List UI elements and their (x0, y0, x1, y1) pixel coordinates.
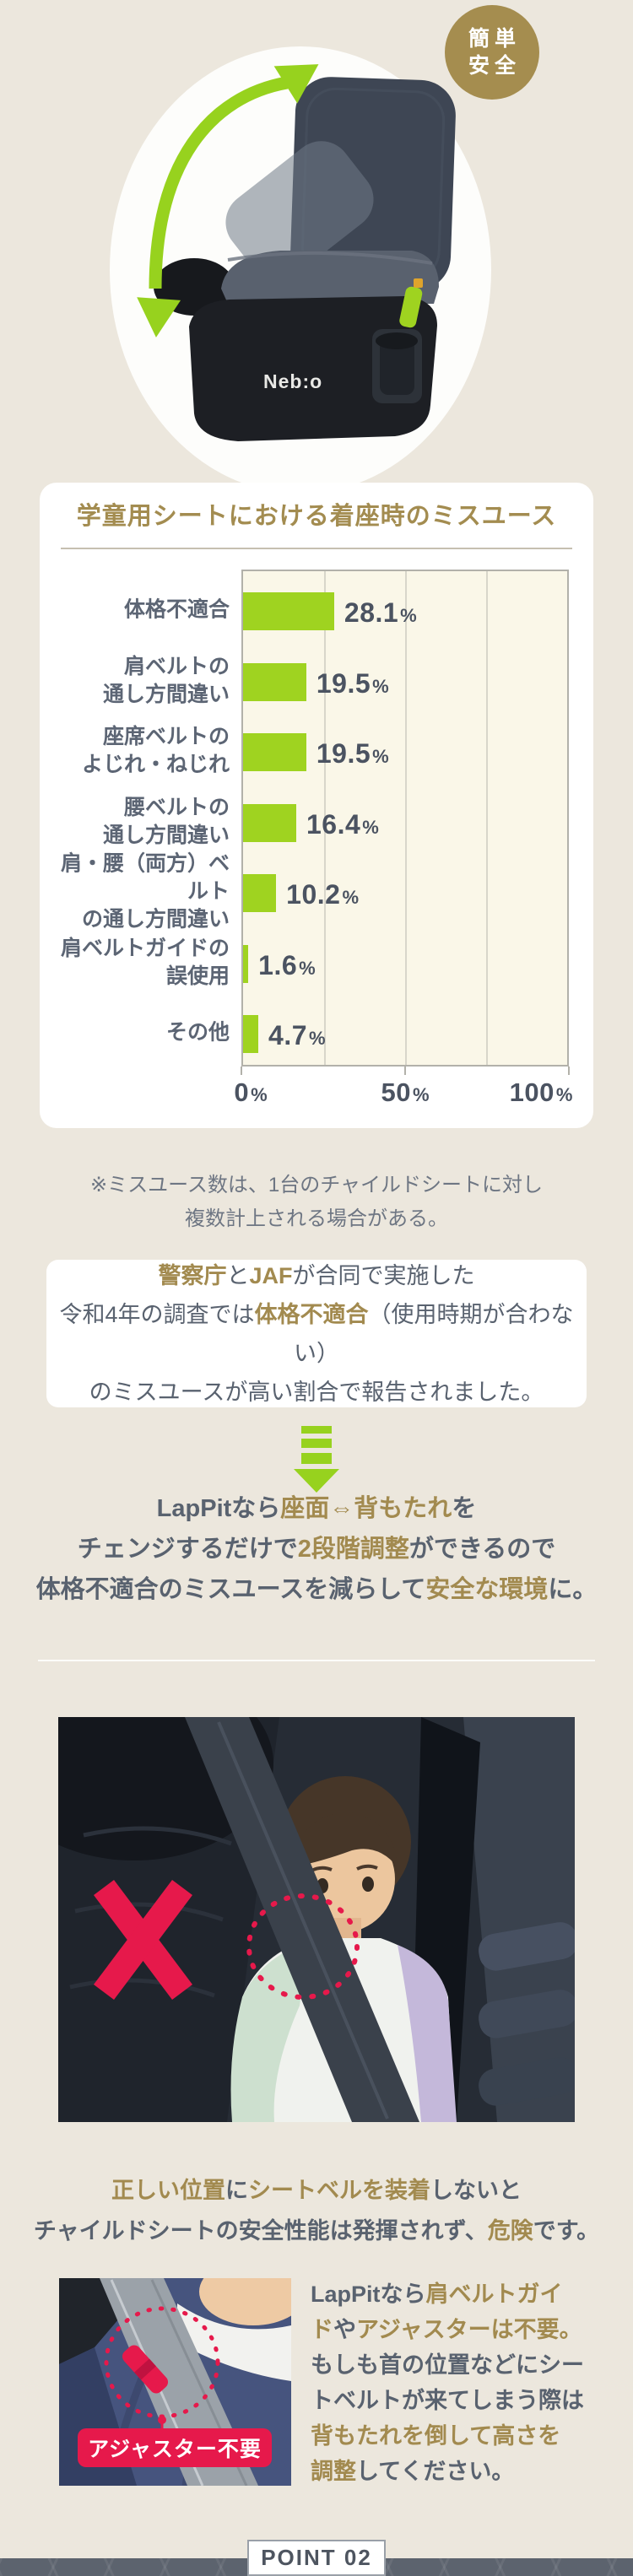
chart-tick-label: 100% (509, 1077, 573, 1107)
adjuster-free-label: アジャスター不要 (78, 2428, 272, 2467)
chart-value-label: 4.7% (268, 1020, 326, 1050)
chart-bar (243, 874, 277, 912)
cup-holder (372, 329, 422, 403)
chart-bar (243, 733, 306, 771)
chart-value-label: 28.1% (344, 597, 417, 628)
chart-value-label: 19.5% (316, 738, 389, 769)
chart-bar (243, 945, 249, 983)
rotate-arrow-icon (137, 64, 319, 338)
chart-footnote: ※ミスユース数は、1台のチャイルドシートに対し 複数計上される場合がある。 (0, 1169, 633, 1236)
chart-value-label: 1.6% (258, 950, 316, 980)
lead-copy: LapPitなら座面⇔背もたれを チェンジするだけで2段階調整ができるので 体格… (0, 1488, 633, 1610)
detail-line4: トベルトが来てしまう際は (311, 2388, 584, 2413)
detail-copy: LapPitなら肩ベルトガイ ドやアジャスターは不要。 もしも首の位置などにシー… (311, 2276, 602, 2489)
x-mark-icon (94, 1880, 192, 2000)
chart-value-label: 10.2% (286, 879, 359, 910)
chart-bar (243, 1015, 259, 1053)
lead-line3: 体格不適合のミスユースを減らして安全な環境に。 (35, 1576, 598, 1603)
detail-line2: ドやアジャスターは不要。 (311, 2317, 582, 2342)
chart-category-label: 座席ベルトの よじれ・ねじれ (81, 724, 230, 776)
shirt-collar (177, 2303, 291, 2381)
survey-info-box: 警察庁とJAFが合同で実施した 令和4年の調査では体格不適合（使用時期が合わない… (46, 1260, 587, 1407)
dotted-circle-icon (246, 1893, 360, 2000)
caption-line2: チャイルドシートの安全性能は発揮されず、危険です。 (33, 2218, 600, 2244)
chart-value-label: 16.4% (306, 809, 379, 840)
chart-area: 28.1% 19.5% 19.5% 16.4% 10.2% 1.6% 4.7% 体格不適合肩… (40, 483, 593, 1128)
chart-tick-mark (568, 1067, 570, 1075)
simple-safe-badge: 簡単 安全 (445, 5, 539, 100)
detail-line5: 背もたれを倒して高さを (311, 2423, 561, 2449)
car-seat-product-image: Neb:o (154, 77, 456, 441)
detail-line3: もしも首の位置などにシー (311, 2352, 584, 2378)
chart-bar (243, 592, 334, 630)
seatbelt (185, 1717, 419, 2122)
info-line1: 警察庁とJAFが合同で実施した (158, 1262, 475, 1288)
badge-line2: 安全 (468, 53, 521, 78)
chart-gridline (486, 571, 488, 1065)
seat-cushion (221, 251, 439, 304)
chart-value-label: 19.5% (316, 668, 389, 699)
footnote-line1: ※ミスユース数は、1台のチャイルドシートに対し (89, 1174, 543, 1196)
caption-line1: 正しい位置にシートベルを装着しないと (111, 2178, 522, 2203)
chart-gridline (324, 571, 326, 1065)
detail-line1: LapPitなら肩ベルトガイ (311, 2282, 563, 2307)
footnote-line2: 複数計上される場合がある。 (185, 1207, 448, 1230)
chart-title: 学童用シートにおける着座時のミスユース (76, 503, 557, 530)
detail-line6: 調整してください。 (311, 2459, 515, 2484)
seat-tag (414, 278, 423, 288)
chart-category-label: 肩ベルトガイドの 誤使用 (60, 936, 230, 988)
chart-tick-label: 0% (234, 1077, 268, 1107)
section-divider (38, 1660, 595, 1661)
info-line3: のミスユースが高い割合で報告されました。 (89, 1379, 544, 1405)
chart-tick-mark (404, 1067, 406, 1075)
chart-category-label: 肩・腰（両方）ベルト の通し方間違い (60, 851, 230, 931)
lead-line2: チェンジするだけで2段階調整ができるので (77, 1536, 556, 1563)
product-logo: Neb:o (263, 370, 322, 392)
badge-line1: 簡単 (468, 26, 521, 51)
chart-category-label: 腰ベルトの 通し方間違い (102, 795, 230, 847)
chart-bar (243, 804, 296, 842)
chart-plot: 28.1% 19.5% 19.5% 16.4% 10.2% 1.6% 4.7% (241, 570, 569, 1067)
info-line2: 令和4年の調査では体格不適合（使用時期が合わない） (59, 1301, 574, 1366)
chart-bar (243, 663, 306, 701)
chart-tick-label: 50% (381, 1077, 430, 1107)
chart-category-label: 体格不適合 (123, 597, 230, 621)
red-adjuster-clip (122, 2345, 169, 2394)
point-02-label: POINT 02 (247, 2540, 386, 2576)
seat-ghost-motion (225, 141, 374, 281)
chart-title-divider (61, 548, 572, 549)
chart-gridline (405, 571, 407, 1065)
adjuster-free-photo: アジャスター不要 (59, 2258, 307, 2487)
lead-line1: LapPitなら座面⇔背もたれを (156, 1495, 477, 1522)
chart-category-label: 肩ベルトの 通し方間違い (102, 654, 230, 706)
seat-green-accent (399, 286, 423, 328)
misuse-chart-card: 学童用シートにおける着座時のミスユース 28.1% 19.5% 19.5% 16.4%… (40, 483, 593, 1128)
chart-tick-mark (241, 1067, 242, 1075)
wrong-belt-position-photo (58, 1717, 575, 2122)
caption-copy: 正しい位置にシートベルを装着しないと チャイルドシートの安全性能は発揮されず、危… (0, 2170, 633, 2251)
chart-category-label: その他 (165, 1020, 230, 1044)
